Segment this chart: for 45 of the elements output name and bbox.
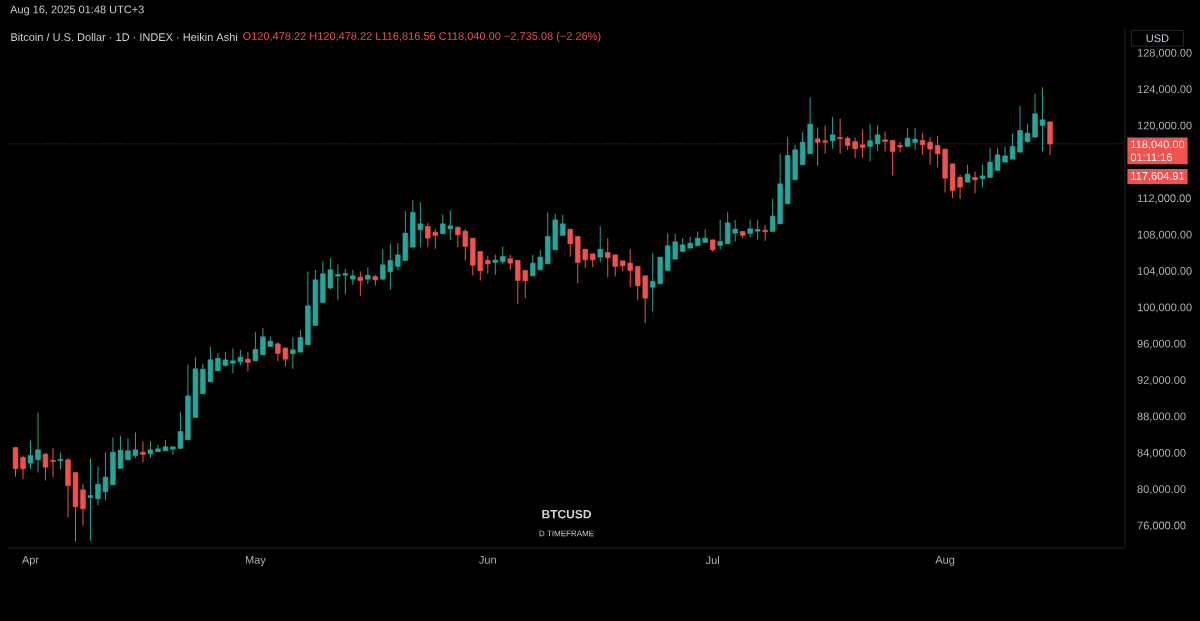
candlestick	[492, 254, 498, 276]
x-tick-label: May	[245, 556, 266, 566]
candlestick	[245, 351, 251, 372]
candlestick	[252, 331, 259, 362]
chart-title: Bitcoin / U.S. Dollar · 1D · INDEX · Heikin Ashi	[11, 32, 238, 42]
text: 01:11:16	[1130, 153, 1172, 162]
candlestick	[567, 228, 573, 257]
candlestick	[837, 118, 843, 155]
candlestick	[874, 124, 881, 152]
candlestick	[140, 440, 146, 463]
candlestick	[754, 219, 761, 241]
candlestick	[972, 170, 978, 194]
candlestick	[882, 130, 888, 152]
y-tick-label: 104,000.00	[1137, 267, 1192, 277]
y-tick-label: 96,000.00	[1137, 339, 1186, 349]
y-tick-label: 128,000.00	[1137, 48, 1192, 58]
y-tick-label: 84,000.00	[1137, 448, 1186, 458]
candlestick	[829, 116, 836, 150]
chart-subtitle: O120,478.22 H120,478.22 L116,816.56 C118,040.00 −2,735.08 (−2.26%)	[243, 31, 601, 43]
annotation: BTCUSD	[542, 509, 592, 519]
candlestick	[867, 123, 873, 162]
y-tick-label: 76,000.00	[1137, 521, 1186, 531]
y-tick-label: 120,000.00	[1137, 121, 1192, 131]
x-tick-label: Apr	[21, 556, 39, 566]
y-tick-label: 92,000.00	[1137, 376, 1186, 386]
y-tick-label: 108,000.00	[1137, 230, 1192, 240]
candlestick	[717, 219, 723, 251]
x-tick-label: Jul	[705, 556, 719, 565]
text: Aug 16, 2025 01:48 UTC+3	[10, 5, 144, 16]
x-tick-label: Jun	[479, 556, 496, 564]
text: 117,604.91	[1131, 171, 1185, 182]
candlestick	[357, 270, 364, 297]
y-tick-label: 112,000.00	[1137, 194, 1191, 204]
candlestick	[1047, 121, 1053, 156]
y-tick-label: 124,000.00	[1137, 85, 1192, 95]
annotation: D TIMEFRAME	[539, 530, 594, 537]
y-tick-label: 80,000.00	[1137, 485, 1186, 495]
y-tick-label: 100,000.00	[1137, 303, 1192, 313]
candlestick	[350, 269, 356, 286]
y-axis-title: USD	[1146, 34, 1169, 43]
y-tick-label: 88,000.00	[1137, 412, 1186, 422]
candlestick	[560, 214, 566, 236]
x-tick-label: Aug	[935, 556, 955, 566]
ref-line-label: 118,040.00	[1131, 140, 1185, 150]
candlestick	[597, 225, 603, 263]
